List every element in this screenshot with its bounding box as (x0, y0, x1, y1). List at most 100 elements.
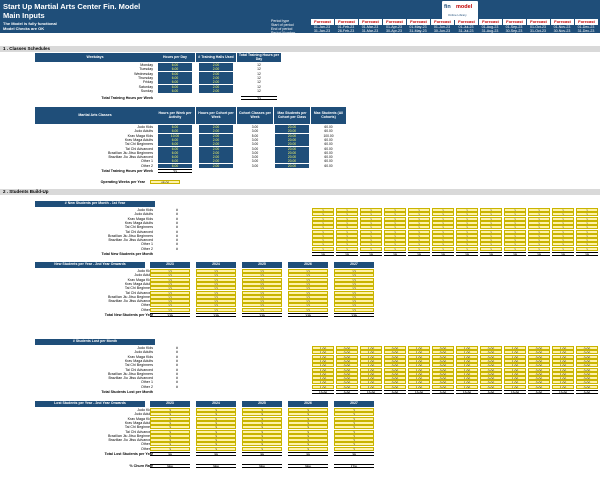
lost-students-month-input[interactable]: 1.00 (360, 380, 382, 385)
lost-students-month-input[interactable]: 0.00 (528, 371, 550, 376)
lost-students-year-input[interactable]: 2 (334, 420, 374, 425)
lost-students-month-input[interactable]: 1.00 (360, 367, 382, 372)
new-students-month-input[interactable]: 1 (336, 229, 358, 234)
lost-students-month-input[interactable]: 0.00 (432, 371, 454, 376)
new-students-month-input[interactable]: 1 (528, 246, 550, 251)
new-students-month-input[interactable]: 1 (336, 212, 358, 217)
cohort-hours-input[interactable]: 2.00 (199, 142, 233, 147)
lost-students-month-input[interactable]: 1.00 (360, 376, 382, 381)
new-students-year-input[interactable]: 12 (196, 294, 236, 299)
lost-students-month-input[interactable]: 1.00 (456, 376, 478, 381)
lost-students-month-input[interactable]: 1.00 (456, 354, 478, 359)
new-students-year-input[interactable]: 12 (150, 286, 190, 291)
lost-students-month-input[interactable]: 0.00 (480, 358, 502, 363)
new-students-month-input[interactable]: 1 (312, 212, 334, 217)
lost-students-month-input[interactable]: 0.00 (432, 346, 454, 350)
new-students-month-input[interactable]: 1 (360, 208, 382, 212)
lost-students-month-input[interactable]: 1.00 (408, 376, 430, 381)
lost-students-month-input[interactable]: 0.00 (480, 380, 502, 385)
new-students-month-input[interactable]: 1 (552, 220, 574, 225)
new-students-year-input[interactable]: 12 (150, 290, 190, 295)
new-students-month-input[interactable]: 1 (552, 229, 574, 234)
lost-students-month-input[interactable]: 0.00 (384, 358, 406, 363)
new-students-year-input[interactable]: 12 (242, 269, 282, 273)
new-students-month-input[interactable]: 1 (432, 238, 454, 243)
halls-used-input[interactable]: 2.00 (199, 88, 233, 93)
new-students-month-input[interactable]: 1 (528, 229, 550, 234)
lost-students-year-input[interactable]: 3 (196, 408, 236, 412)
lost-students-month-input[interactable]: 1.00 (456, 358, 478, 363)
lost-students-year-input[interactable]: 3 (150, 408, 190, 412)
max-students-cohort-input[interactable]: 20.00 (275, 159, 309, 164)
new-students-month-input[interactable]: 1 (408, 225, 430, 230)
lost-students-month-input[interactable]: 1.00 (504, 380, 526, 385)
new-students-year-input[interactable]: 12 (288, 303, 328, 308)
lost-students-month-input[interactable]: 1.00 (312, 367, 334, 372)
lost-students-month-input[interactable]: 0.00 (384, 350, 406, 355)
hours-per-activity-input[interactable]: 6.00 (158, 150, 192, 155)
lost-students-month-input[interactable]: 1.00 (408, 346, 430, 350)
lost-students-month-input[interactable]: 1.00 (552, 384, 574, 389)
new-students-year-input[interactable]: 12 (196, 303, 236, 308)
lost-students-year-input[interactable]: 2 (334, 433, 374, 438)
new-students-month-input[interactable]: 1 (384, 208, 406, 212)
new-students-year-input[interactable]: 12 (196, 299, 236, 304)
new-students-month-input[interactable]: 1 (480, 208, 502, 212)
lost-students-year-input[interactable]: 3 (242, 442, 282, 447)
lost-students-year-input[interactable]: 3 (150, 433, 190, 438)
lost-students-month-input[interactable]: 1.00 (552, 376, 574, 381)
new-students-month-input[interactable]: 1 (456, 212, 478, 217)
new-students-month-input[interactable]: 1 (480, 229, 502, 234)
lost-students-month-input[interactable]: 1.00 (552, 371, 574, 376)
lost-students-month-input[interactable]: 1.00 (456, 380, 478, 385)
lost-students-year-input[interactable]: 2 (334, 429, 374, 434)
new-students-month-input[interactable]: 1 (552, 233, 574, 238)
hours-per-activity-input[interactable]: 6.00 (158, 163, 192, 168)
new-students-month-input[interactable]: 1 (504, 220, 526, 225)
lost-students-year-input[interactable]: 3 (242, 446, 282, 451)
new-students-month-input[interactable]: 1 (504, 229, 526, 234)
lost-students-month-input[interactable]: 0.00 (432, 354, 454, 359)
lost-students-month-input[interactable]: 1.00 (504, 354, 526, 359)
new-students-month-input[interactable]: 1 (384, 238, 406, 243)
lost-students-month-input[interactable]: 1.00 (552, 380, 574, 385)
lost-students-month-input[interactable]: 0.00 (432, 376, 454, 381)
new-students-month-input[interactable]: 1 (408, 229, 430, 234)
new-students-year-input[interactable]: 12 (196, 307, 236, 312)
new-students-year-input[interactable]: 12 (242, 273, 282, 278)
new-students-year-input[interactable]: 12 (196, 281, 236, 286)
max-students-cohort-input[interactable]: 20.00 (275, 163, 309, 168)
new-students-month-input[interactable]: 1 (312, 208, 334, 212)
lost-students-month-input[interactable]: 0.00 (336, 380, 358, 385)
new-students-month-input[interactable]: 1 (360, 216, 382, 221)
lost-students-month-input[interactable]: 1.00 (552, 350, 574, 355)
new-students-year-input[interactable]: 12 (242, 299, 282, 304)
lost-students-month-input[interactable]: 0.00 (576, 367, 598, 372)
lost-students-year-input[interactable]: 3 (288, 412, 328, 417)
new-students-month-input[interactable]: 1 (360, 212, 382, 217)
lost-students-month-input[interactable]: 1.00 (312, 354, 334, 359)
lost-students-month-input[interactable]: 1.00 (408, 358, 430, 363)
lost-students-year-input[interactable]: 3 (288, 446, 328, 451)
new-students-month-input[interactable]: 1 (360, 246, 382, 251)
lost-students-month-input[interactable]: 1.00 (408, 380, 430, 385)
lost-students-year-input[interactable]: 2 (334, 416, 374, 421)
lost-students-month-input[interactable]: 0.00 (480, 363, 502, 368)
lost-students-month-input[interactable]: 1.00 (504, 363, 526, 368)
lost-students-month-input[interactable]: 0.00 (432, 384, 454, 389)
lost-students-year-input[interactable]: 3 (288, 420, 328, 425)
new-students-month-input[interactable]: 1 (312, 242, 334, 247)
new-students-month-input[interactable]: 1 (408, 212, 430, 217)
lost-students-month-input[interactable]: 1.00 (360, 358, 382, 363)
new-students-month-input[interactable]: 1 (432, 229, 454, 234)
lost-students-month-input[interactable]: 1.00 (408, 384, 430, 389)
new-students-year-input[interactable]: 12 (242, 303, 282, 308)
new-students-month-input[interactable]: 1 (360, 229, 382, 234)
new-students-month-input[interactable]: 1 (432, 246, 454, 251)
lost-students-month-input[interactable]: 0.00 (384, 380, 406, 385)
new-students-month-input[interactable]: 1 (576, 208, 598, 212)
cohort-hours-input[interactable]: 2.00 (199, 159, 233, 164)
new-students-month-input[interactable]: 1 (576, 225, 598, 230)
new-students-year-input[interactable]: 12 (150, 294, 190, 299)
new-students-month-input[interactable]: 1 (384, 225, 406, 230)
